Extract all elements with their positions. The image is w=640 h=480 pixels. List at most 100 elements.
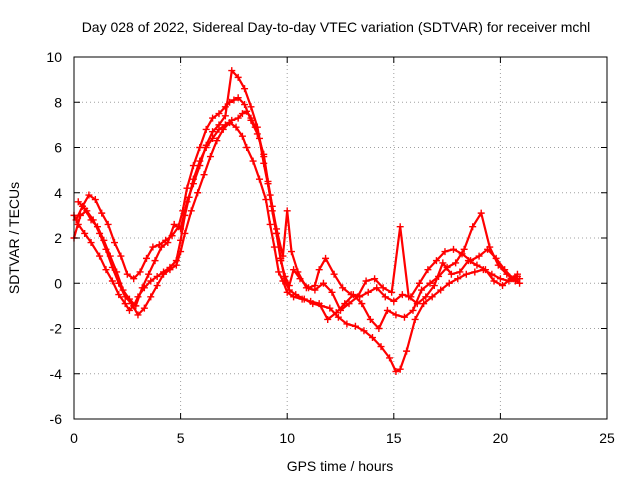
data-point (481, 266, 489, 274)
data-point (117, 252, 125, 260)
data-point (358, 300, 366, 308)
series-track-4 (74, 67, 521, 314)
data-point (104, 220, 112, 228)
data-point (454, 275, 462, 283)
data-point (279, 277, 287, 285)
data-point (375, 325, 383, 332)
data-point (243, 144, 251, 151)
data-point (392, 311, 400, 319)
data-point (452, 259, 460, 267)
data-point (377, 343, 385, 351)
data-point (270, 243, 278, 251)
y-tick-label: 0 (54, 275, 62, 291)
data-point (273, 225, 281, 233)
data-point (462, 270, 470, 278)
data-point (469, 223, 477, 231)
data-point (206, 153, 214, 161)
data-point (398, 291, 406, 299)
data-point (373, 284, 381, 292)
y-tick-label: -2 (50, 321, 63, 337)
data-point (151, 257, 159, 265)
data-point (247, 103, 255, 111)
data-point (221, 112, 229, 120)
data-point (147, 277, 155, 285)
data-point (164, 239, 172, 247)
data-point (315, 300, 323, 308)
data-point (400, 313, 408, 321)
data-point (511, 277, 519, 285)
data-point (121, 300, 129, 308)
data-point (302, 284, 310, 292)
data-point (241, 101, 249, 109)
data-point (177, 225, 185, 233)
data-point (311, 286, 319, 294)
data-point (383, 306, 391, 314)
data-point (247, 116, 255, 124)
data-point (315, 266, 323, 274)
data-point (513, 270, 521, 278)
y-tick-label: 8 (54, 94, 62, 110)
data-point (409, 306, 417, 314)
data-point (249, 157, 257, 165)
data-point (287, 248, 295, 256)
data-point (507, 275, 515, 283)
y-tick-label: 2 (54, 230, 62, 246)
data-point (102, 266, 110, 274)
data-point (326, 304, 334, 312)
data-point (234, 94, 242, 102)
series-line (77, 69, 519, 312)
data-point (213, 137, 221, 145)
data-point (115, 291, 123, 299)
x-tick-label: 10 (279, 430, 295, 446)
data-point (196, 144, 204, 151)
data-point (464, 257, 472, 265)
data-point (228, 67, 236, 75)
data-point (345, 300, 353, 308)
data-point (279, 252, 287, 260)
data-point (437, 286, 445, 294)
data-point (189, 180, 197, 188)
plot-area (70, 67, 524, 375)
data-point (149, 243, 157, 251)
data-point (445, 279, 453, 287)
data-point (266, 220, 274, 228)
data-point (277, 257, 285, 265)
tick-labels: 0 5 10 15 20 25 -6 -4 -2 0 2 4 6 8 10 (46, 49, 615, 446)
data-point (366, 315, 374, 323)
data-point (354, 293, 362, 301)
data-point (447, 270, 455, 278)
data-point (106, 252, 114, 260)
grid-lines (74, 57, 607, 419)
data-point (415, 279, 423, 287)
data-point (360, 327, 368, 335)
data-point (473, 261, 481, 269)
data-point (238, 110, 246, 118)
data-point (362, 277, 370, 285)
data-point (426, 279, 434, 287)
data-point (411, 315, 419, 323)
x-tick-label: 0 (70, 430, 78, 446)
data-point (456, 268, 464, 276)
x-axis-label: GPS time / hours (287, 458, 394, 474)
data-point (215, 110, 223, 118)
data-point (241, 85, 249, 93)
data-point (113, 268, 121, 276)
data-point (200, 171, 208, 179)
data-point (371, 275, 379, 283)
data-point (330, 270, 338, 278)
data-point (405, 293, 413, 301)
data-point (142, 254, 150, 262)
data-point (281, 272, 289, 280)
data-point (187, 207, 195, 215)
data-point (339, 284, 347, 292)
data-point (145, 270, 153, 278)
data-point (123, 270, 131, 278)
data-point (136, 268, 144, 276)
data-point (396, 223, 404, 231)
data-point (430, 282, 438, 290)
data-point (81, 205, 89, 213)
data-point (490, 277, 498, 285)
data-point (183, 198, 191, 206)
data-point (230, 96, 238, 104)
data-point (125, 306, 133, 314)
